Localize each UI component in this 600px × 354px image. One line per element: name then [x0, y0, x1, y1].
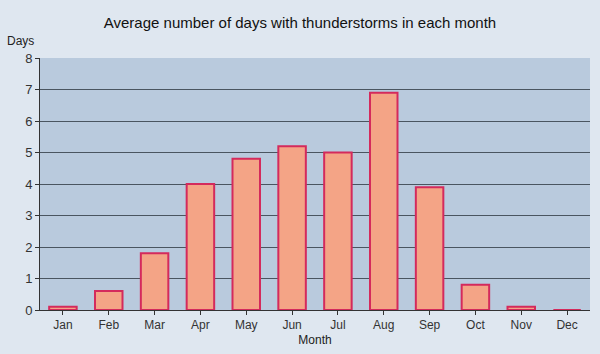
svg-text:Sep: Sep — [419, 318, 441, 332]
svg-text:Feb: Feb — [98, 318, 119, 332]
svg-text:Average number of days with th: Average number of days with thunderstorm… — [104, 14, 496, 31]
svg-text:Aug: Aug — [373, 318, 394, 332]
svg-text:Jan: Jan — [53, 318, 72, 332]
svg-text:Apr: Apr — [191, 318, 210, 332]
svg-text:Dec: Dec — [556, 318, 577, 332]
svg-text:7: 7 — [25, 82, 32, 97]
svg-text:1: 1 — [25, 271, 32, 286]
svg-text:5: 5 — [25, 145, 32, 160]
svg-text:May: May — [235, 318, 258, 332]
svg-text:Nov: Nov — [511, 318, 532, 332]
svg-text:Month: Month — [298, 333, 331, 347]
svg-text:Jun: Jun — [282, 318, 301, 332]
svg-text:Days: Days — [7, 34, 34, 48]
svg-text:2: 2 — [25, 240, 32, 255]
svg-text:6: 6 — [25, 114, 32, 129]
svg-text:0: 0 — [25, 303, 32, 318]
svg-text:Jul: Jul — [330, 318, 345, 332]
svg-text:8: 8 — [25, 51, 32, 66]
svg-text:4: 4 — [25, 177, 32, 192]
svg-text:3: 3 — [25, 208, 32, 223]
svg-text:Oct: Oct — [466, 318, 485, 332]
svg-text:Mar: Mar — [144, 318, 165, 332]
